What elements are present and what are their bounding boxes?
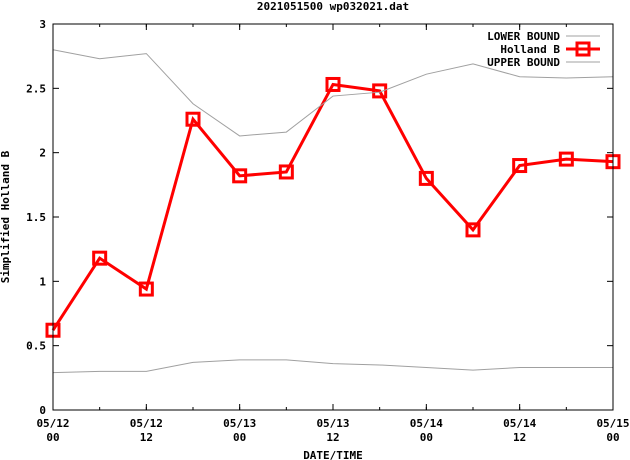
data-point [465,222,481,238]
data-point [558,151,574,167]
x-tick-label-hour: 12 [326,431,339,444]
y-tick-label: 1.5 [26,211,46,224]
legend-label: UPPER BOUND [487,56,560,69]
series-line-upper-bound [52,49,614,137]
y-tick-label: 2 [39,147,46,160]
x-tick-label-date: 05/14 [503,417,536,430]
chart-title: 2021051500 wp032021.dat [257,0,409,13]
legend-label: LOWER BOUND [487,30,560,43]
series-line-holland-b [51,82,614,332]
legend-marker [575,41,591,57]
x-tick-label-hour: 00 [46,431,59,444]
x-tick-label-hour: 00 [420,431,433,444]
y-tick-label: 3 [39,18,46,31]
data-point [232,168,248,184]
y-tick-label: 2.5 [26,82,46,95]
x-tick-label-hour: 12 [140,431,153,444]
data-point [185,111,201,127]
x-axis-label: DATE/TIME [303,449,363,460]
x-tick-label-date: 05/13 [316,417,349,430]
series-line-lower-bound [52,359,613,374]
legend-label: Holland B [500,43,560,56]
x-tick-label-date: 05/12 [36,417,69,430]
data-point [418,170,434,186]
plot-frame [52,23,614,411]
x-tick-label-date: 05/15 [596,417,629,430]
y-tick-label: 1 [39,275,46,288]
x-tick-label-date: 05/14 [410,417,443,430]
data-point [325,76,341,92]
x-tick-label-hour: 00 [233,431,246,444]
data-point [278,164,294,180]
data-point [92,250,108,266]
y-tick-label: 0 [39,404,46,417]
x-tick-label-date: 05/12 [130,417,163,430]
y-tick-label: 0.5 [26,340,46,353]
data-point [138,281,154,297]
data-point [512,158,528,174]
x-tick-label-date: 05/13 [223,417,256,430]
x-tick-label-hour: 00 [606,431,619,444]
y-axis-label: Simplified Holland B [0,150,12,283]
data-point [372,83,388,99]
x-tick-label-hour: 12 [513,431,526,444]
